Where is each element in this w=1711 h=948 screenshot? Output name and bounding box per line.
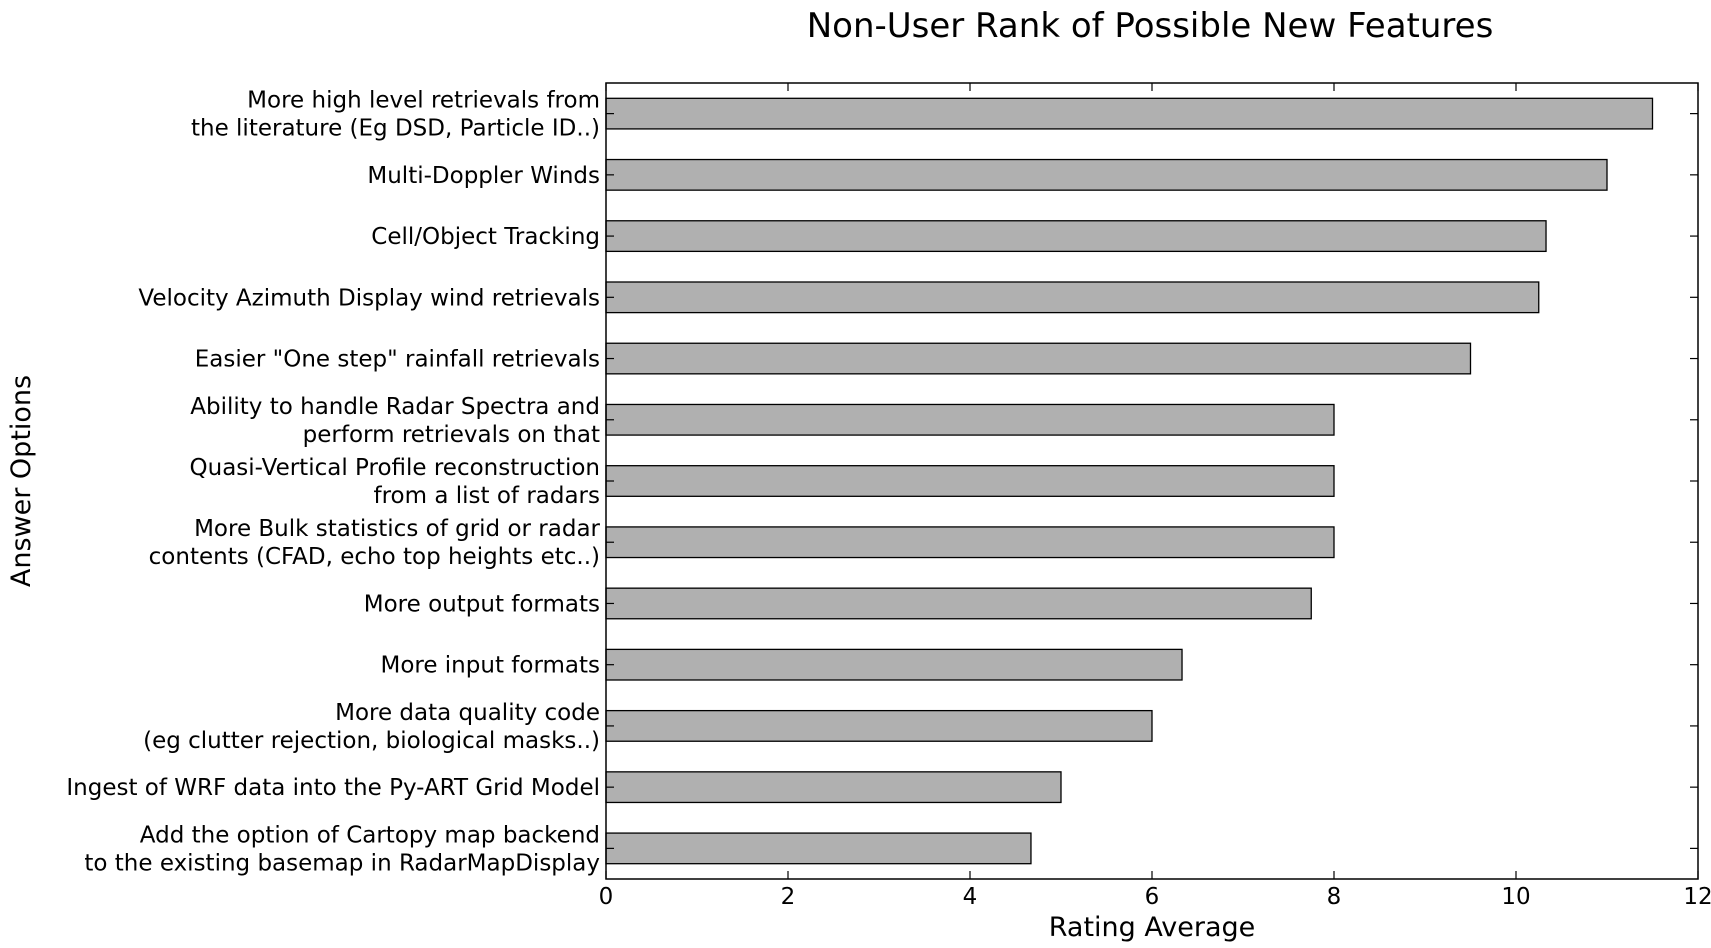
category-label: Quasi-Vertical Profile reconstruction fro… xyxy=(190,455,600,509)
category-labels: More high level retrievals from the liter… xyxy=(66,88,600,877)
category-label: More input formats xyxy=(380,653,600,679)
category-label-line: Ingest of WRF data into the Py-ART Grid … xyxy=(66,775,600,801)
category-label-line: More high level retrievals from xyxy=(247,88,600,114)
x-tick-label: 12 xyxy=(1683,884,1711,910)
category-label-line: contents (CFAD, echo top heights etc..) xyxy=(149,544,600,570)
x-tick-label: 6 xyxy=(1145,884,1160,910)
category-label: More data quality code (eg clutter reject… xyxy=(143,700,600,754)
category-label: Add the option of Cartopy map backend to … xyxy=(84,822,600,876)
category-label: Ingest of WRF data into the Py-ART Grid … xyxy=(66,775,600,801)
bar xyxy=(605,832,1032,865)
plot-area-frame xyxy=(605,82,1699,880)
bar xyxy=(605,648,1183,681)
x-tick-label: 8 xyxy=(1327,884,1342,910)
category-label-line: More input formats xyxy=(380,653,600,679)
category-label-line: Multi-Doppler Winds xyxy=(367,163,600,189)
bar xyxy=(605,587,1312,620)
category-label: Cell/Object Tracking xyxy=(371,224,600,250)
category-label-line: Add the option of Cartopy map backend xyxy=(140,822,600,848)
category-label: More high level retrievals from the liter… xyxy=(191,88,600,142)
bar xyxy=(605,281,1540,314)
ticks-layer: 0 2 4 6 8 10 12 xyxy=(599,83,1711,910)
x-tick-label: 10 xyxy=(1501,884,1530,910)
bar xyxy=(605,771,1062,804)
bar xyxy=(605,158,1608,191)
bar xyxy=(605,709,1153,742)
category-label-line: More output formats xyxy=(364,591,600,617)
category-label-line: Quasi-Vertical Profile reconstruction xyxy=(190,455,600,481)
bar xyxy=(605,526,1335,559)
category-label-line: Ability to handle Radar Spectra and xyxy=(190,394,600,420)
category-label-line: More data quality code xyxy=(335,700,600,726)
category-label: Easier "One step" rainfall retrievals xyxy=(195,347,600,373)
x-tick-label: 4 xyxy=(963,884,978,910)
x-axis-label: Rating Average xyxy=(1049,912,1256,943)
category-label: Multi-Doppler Winds xyxy=(367,163,600,189)
category-label: Ability to handle Radar Spectra and perfo… xyxy=(190,394,600,448)
category-label-line: Velocity Azimuth Display wind retrievals xyxy=(138,285,600,311)
x-tick-label: 0 xyxy=(599,884,614,910)
bars-layer xyxy=(605,97,1654,865)
category-label-line: to the existing basemap in RadarMapDispl… xyxy=(84,850,600,876)
bar xyxy=(605,220,1547,253)
bar xyxy=(605,465,1335,497)
bar xyxy=(605,342,1472,375)
category-label-line: perform retrievals on that xyxy=(303,422,600,448)
category-label-line: from a list of radars xyxy=(374,483,601,509)
category-label: Velocity Azimuth Display wind retrievals xyxy=(138,285,600,311)
category-label-line: Cell/Object Tracking xyxy=(371,224,600,250)
category-label-line: More Bulk statistics of grid or radar xyxy=(194,516,600,542)
category-label-line: (eg clutter rejection, biological masks.… xyxy=(143,728,600,754)
category-label-line: Easier "One step" rainfall retrievals xyxy=(195,347,600,373)
category-label: More output formats xyxy=(364,591,600,617)
x-tick-label: 2 xyxy=(781,884,796,910)
bar xyxy=(605,403,1335,436)
chart-title: Non-User Rank of Possible New Features xyxy=(807,6,1494,46)
bar xyxy=(605,97,1654,130)
y-axis-label: Answer Options xyxy=(6,375,37,587)
category-label: More Bulk statistics of grid or radar con… xyxy=(149,516,601,570)
category-label-line: the literature (Eg DSD, Particle ID..) xyxy=(191,116,600,142)
